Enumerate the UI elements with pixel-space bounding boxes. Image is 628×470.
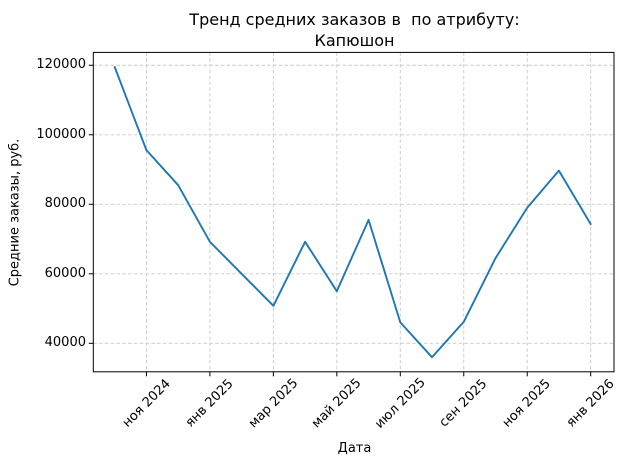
y-tick-label: 60000 <box>44 265 86 281</box>
y-tick-label: 80000 <box>44 196 86 212</box>
trend-line <box>113 66 592 359</box>
y-tick-label: 100000 <box>36 126 86 142</box>
axes-spines <box>92 51 615 373</box>
y-tick-label: 40000 <box>44 335 86 351</box>
chart-title: Тренд средних заказов в по атрибуту: Кап… <box>189 10 520 50</box>
y-tick-label: 120000 <box>36 57 86 73</box>
x-axis-label: Дата <box>337 441 372 456</box>
